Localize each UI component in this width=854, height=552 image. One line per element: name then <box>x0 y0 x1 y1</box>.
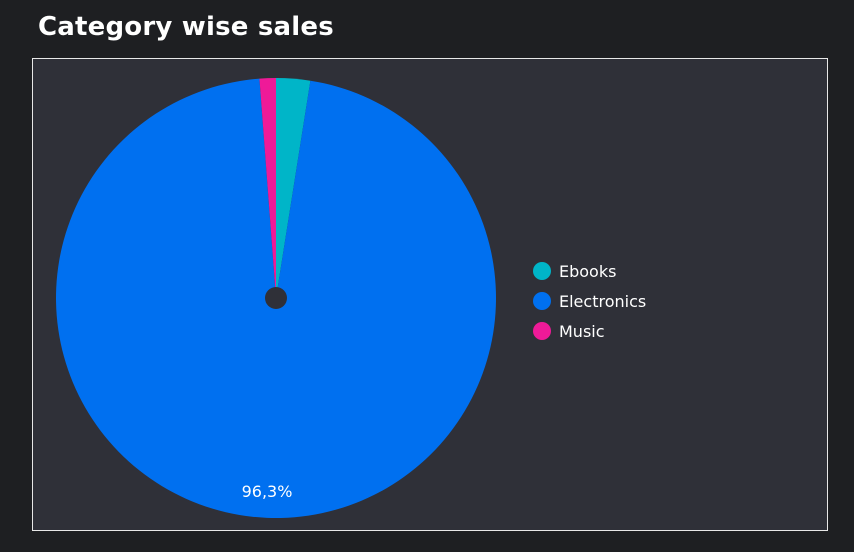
legend-label-electronics: Electronics <box>559 291 647 311</box>
chart-title: Category wise sales <box>38 12 334 42</box>
legend-dot-ebooks <box>533 262 551 280</box>
pie-center-dot <box>265 287 287 309</box>
pie-data-labels: 96,3% <box>242 482 293 501</box>
legend-label-ebooks: Ebooks <box>559 261 617 281</box>
chart-panel: 96,3% Ebooks Electronics Music <box>32 58 828 531</box>
legend-item-electronics[interactable]: Electronics <box>533 286 646 316</box>
chart-legend: Ebooks Electronics Music <box>533 256 646 346</box>
pie-chart: 96,3% <box>55 78 496 518</box>
legend-item-ebooks[interactable]: Ebooks <box>533 256 646 286</box>
data-label-electronics: 96,3% <box>242 482 293 501</box>
legend-dot-music <box>533 322 551 340</box>
legend-item-music[interactable]: Music <box>533 316 646 346</box>
legend-dot-electronics <box>533 292 551 310</box>
pie-slice-ebooks[interactable] <box>276 78 311 298</box>
pie-slice-music[interactable] <box>259 78 276 298</box>
legend-label-music: Music <box>559 321 605 341</box>
